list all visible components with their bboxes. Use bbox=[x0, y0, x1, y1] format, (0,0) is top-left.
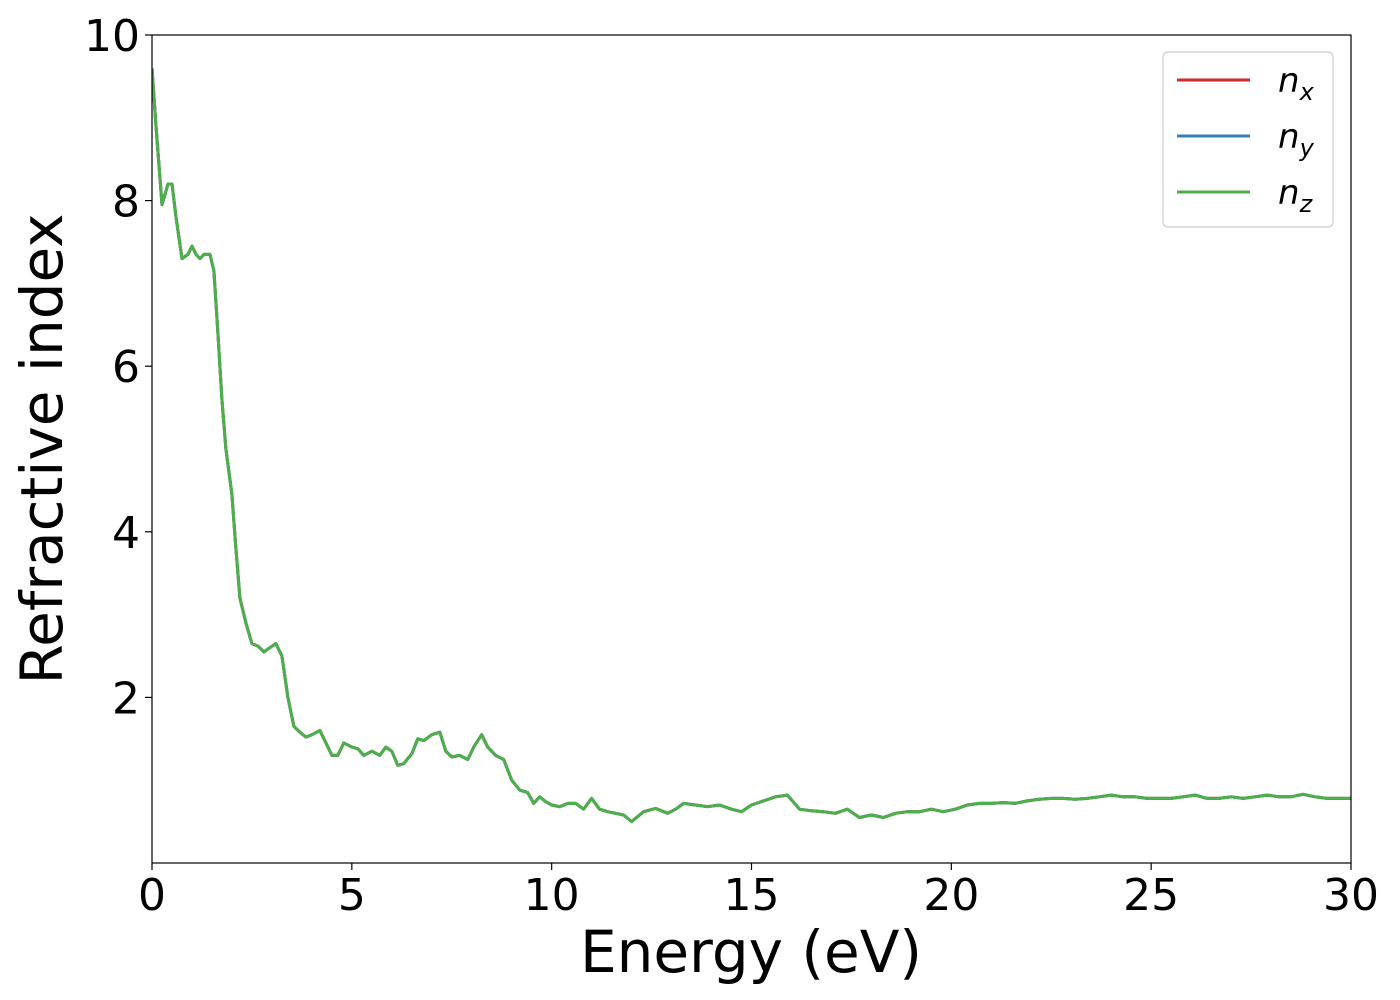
legend-symbol: n bbox=[1278, 61, 1300, 101]
x-tick-label: 15 bbox=[724, 870, 780, 921]
legend-label-x: nx bbox=[1278, 61, 1315, 106]
x-tick-label: 5 bbox=[338, 870, 366, 921]
legend-label-y: ny bbox=[1278, 117, 1315, 162]
legend-label-z: nz bbox=[1278, 173, 1314, 218]
y-tick-label: 8 bbox=[112, 177, 140, 228]
y-tick-label: 10 bbox=[84, 11, 140, 62]
series-line-n-z bbox=[152, 67, 1351, 824]
series-layer bbox=[152, 67, 1351, 824]
y-tick-label: 2 bbox=[112, 673, 140, 724]
y-tick-label: 6 bbox=[112, 342, 140, 393]
legend-symbol: n bbox=[1278, 117, 1300, 157]
legend-subscript: x bbox=[1299, 78, 1315, 106]
y-axis: 2 4 6 8 10 bbox=[84, 11, 152, 724]
legend-subscript: y bbox=[1299, 134, 1315, 162]
x-axis-label: Energy (eV) bbox=[580, 918, 922, 986]
legend-symbol: n bbox=[1278, 173, 1300, 213]
y-axis-label: Refractive index bbox=[8, 213, 76, 684]
legend-box bbox=[1162, 51, 1334, 228]
x-tick-label: 25 bbox=[1123, 870, 1179, 921]
x-tick-label: 0 bbox=[138, 870, 166, 921]
x-axis: 0 5 10 15 20 25 30 bbox=[138, 863, 1379, 921]
x-tick-label: 10 bbox=[524, 870, 580, 921]
legend-subscript: z bbox=[1299, 190, 1314, 218]
x-tick-label: 20 bbox=[923, 870, 979, 921]
y-tick-label: 4 bbox=[112, 508, 140, 559]
x-tick-label: 30 bbox=[1323, 870, 1379, 921]
